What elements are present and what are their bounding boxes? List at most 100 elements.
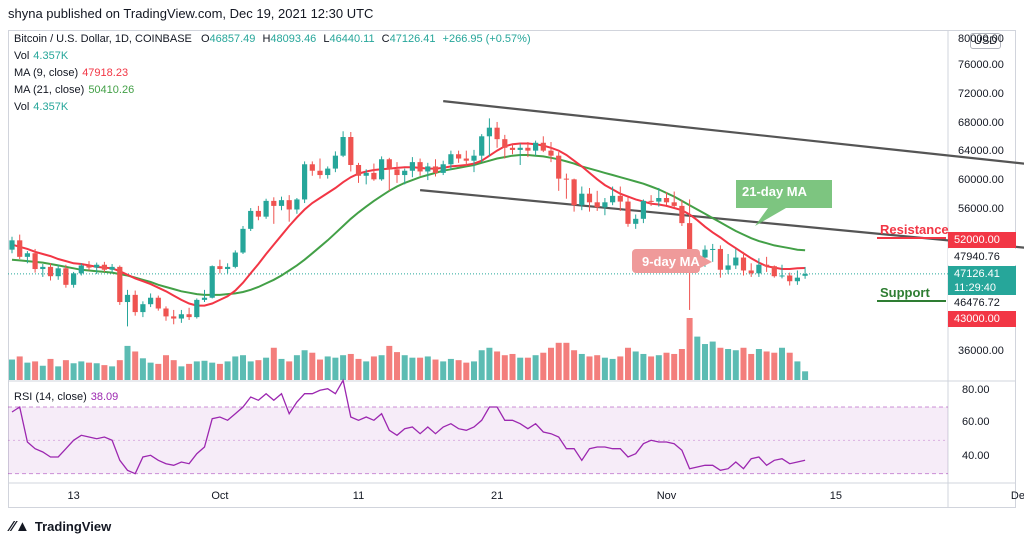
candle-body [155,297,161,309]
ma9-callout-bubble [632,249,700,273]
candle-body [217,266,223,270]
candle-body [802,273,808,276]
volume-bar [740,347,747,380]
candle-body [9,240,15,250]
volume-bar [155,363,162,380]
volume-bar [378,355,385,380]
volume-bar [555,342,562,380]
ma21-callout-bubble [736,180,832,226]
candle-body [186,314,192,318]
candle-body [479,136,485,156]
candle-body [710,248,716,250]
tradingview-logo[interactable]: ⁄⁄▲ TradingView [10,518,111,535]
candle-body [794,277,800,282]
logo-icon: ⁄⁄▲ [10,518,30,535]
volume-bar [293,355,300,380]
countdown-tag: 11:29:40 [948,280,1016,296]
change-value: +266.95 (+0.57%) [442,33,531,45]
volume-bar [563,342,570,380]
publisher-line: shyna published on TradingView.com, Dec … [8,6,374,21]
legend-symbol-row: Bitcoin / U.S. Dollar, 1D, COINBASE O468… [14,33,531,45]
volume-bar [763,351,770,380]
price-tick: 60000.00 [958,174,1004,186]
candle-body [248,210,254,229]
legend-ma9-row: MA (9, close) 47918.23 [14,67,128,79]
volume-bar [132,351,139,380]
high-label: H [262,33,271,45]
candle-body [71,273,77,285]
low-value: L46440.11 [323,33,374,45]
currency-button[interactable]: USD [970,33,1002,49]
candle-body [740,257,747,271]
volume-bar [147,362,154,380]
rsi-label: RSI (14, close) [14,391,87,403]
volume-bar [324,356,331,380]
x-tick-label: 11 [353,490,364,502]
price-tick-top: 80000.00 [958,33,1004,45]
volume-bar [524,357,531,380]
volume-bar [409,357,416,380]
volume-bar [163,355,169,380]
high-value: H48093.46 [262,33,316,45]
candle-body [47,266,54,277]
candle-body [471,155,477,161]
x-tick-label: 13 [67,490,79,502]
volume-bar [494,351,501,380]
volume-bar [32,361,39,380]
volume-bar [301,350,308,380]
candle-body [625,201,631,224]
candle-body [325,168,331,176]
candle-body [117,266,123,303]
volume-bar [286,361,293,380]
volume-bar [216,363,223,380]
x-tick-label: 21 [491,490,503,502]
volume-bar [501,355,508,380]
candle-body [671,202,677,206]
volume-bar [47,358,54,380]
candle-body [594,202,600,208]
ma9-callout-pointer [700,255,712,268]
volume-bar [317,359,323,380]
candle-body [101,264,107,270]
volume-bar [170,360,177,380]
volume-bar [39,365,46,380]
symbol-name: Bitcoin / U.S. Dollar, 1D, COINBASE [14,33,192,45]
volume-bar [748,353,755,380]
candle-body [348,137,354,165]
candle-body [509,147,516,150]
candle-body [271,200,277,206]
candle-body [63,268,69,285]
candle-body [240,228,246,253]
ma9-value: 47918.23 [82,67,129,79]
volume-bar [263,357,270,380]
candle-body [40,266,46,270]
volume-bar [401,355,408,380]
candle-body [379,159,385,180]
volume-bar [609,358,616,380]
close-label: C [381,33,390,45]
volume-bar [509,353,516,380]
legend-vol-row: Vol 4.357K [14,50,68,62]
candle-body [317,170,323,176]
volume-bar [632,351,639,380]
volume-bar [55,366,62,380]
close-price-tag: 47126.41 [948,266,1016,282]
volume-bar [139,358,146,380]
volume-bar [771,352,778,380]
candle-body [132,294,138,313]
candle-body [24,253,30,257]
candle-body [463,158,469,161]
candle-body [340,137,346,156]
candle-body [425,166,431,172]
price-tick: 56000.00 [958,203,1004,215]
volume-bar [486,347,493,380]
resistance-price-tag: 52000.00 [948,232,1016,248]
volume-bar [417,357,424,380]
volume-bar [578,353,585,380]
volume-bar [224,361,231,380]
candle-body [17,240,23,257]
close-value: C47126.41 [382,33,436,45]
candle-body [586,193,593,203]
candle-body [363,172,369,176]
